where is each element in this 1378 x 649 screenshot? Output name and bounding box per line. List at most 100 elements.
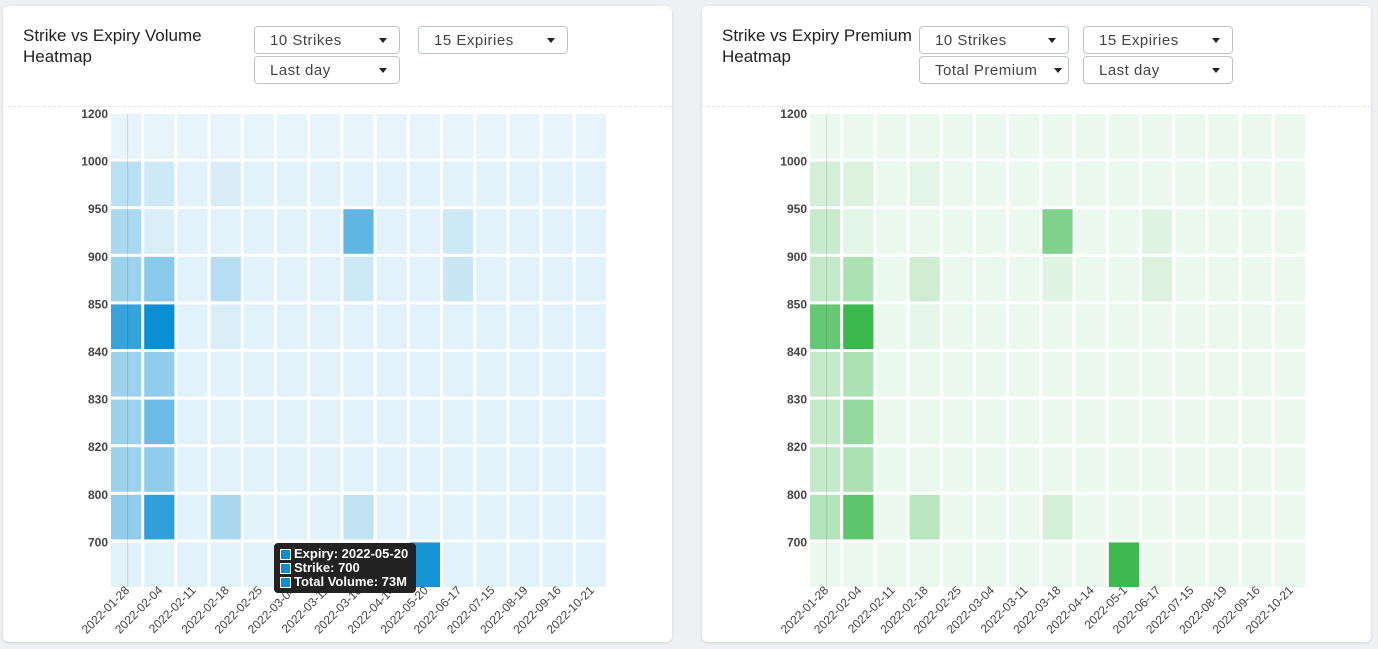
heatmap-cell[interactable] [843, 494, 874, 540]
heatmap-cell[interactable] [876, 494, 907, 540]
heatmap-cell[interactable] [1009, 542, 1040, 587]
heatmap-cell[interactable] [810, 256, 841, 302]
heatmap-cell[interactable] [343, 256, 374, 302]
heatmap-cell[interactable] [409, 256, 440, 302]
heatmap-cell[interactable] [810, 304, 841, 349]
heatmap-cell[interactable] [1274, 209, 1305, 254]
heatmap-cell[interactable] [1175, 256, 1206, 302]
heatmap-cell[interactable] [1142, 161, 1173, 207]
volume-expiries-dropdown[interactable]: 15 Expiries [418, 26, 568, 54]
heatmap-cell[interactable] [310, 399, 341, 445]
heatmap-cell[interactable] [1108, 399, 1139, 445]
heatmap-cell[interactable] [1241, 352, 1272, 397]
heatmap-cell[interactable] [1175, 399, 1206, 445]
heatmap-cell[interactable] [942, 352, 973, 397]
heatmap-cell[interactable] [575, 161, 606, 207]
heatmap-cell[interactable] [310, 161, 341, 207]
heatmap-cell[interactable] [443, 352, 474, 397]
heatmap-cell[interactable] [210, 494, 241, 540]
heatmap-cell[interactable] [1241, 542, 1272, 587]
heatmap-cell[interactable] [376, 209, 407, 254]
heatmap-cell[interactable] [1208, 161, 1239, 207]
heatmap-cell[interactable] [243, 161, 274, 207]
heatmap-cell[interactable] [1241, 399, 1272, 445]
heatmap-cell[interactable] [810, 447, 841, 492]
heatmap-cell[interactable] [144, 256, 175, 302]
heatmap-cell[interactable] [1108, 304, 1139, 349]
heatmap-cell[interactable] [942, 447, 973, 492]
heatmap-cell[interactable] [111, 352, 142, 397]
heatmap-cell[interactable] [1108, 542, 1139, 587]
heatmap-cell[interactable] [1208, 494, 1239, 540]
heatmap-cell[interactable] [976, 352, 1007, 397]
heatmap-cell[interactable] [409, 447, 440, 492]
heatmap-cell[interactable] [909, 494, 940, 540]
heatmap-cell[interactable] [876, 209, 907, 254]
heatmap-cell[interactable] [1175, 209, 1206, 254]
heatmap-cell[interactable] [1042, 447, 1073, 492]
heatmap-cell[interactable] [144, 304, 175, 349]
heatmap-cell[interactable] [843, 399, 874, 445]
heatmap-cell[interactable] [1075, 399, 1106, 445]
heatmap-cell[interactable] [277, 209, 308, 254]
heatmap-cell[interactable] [409, 209, 440, 254]
heatmap-cell[interactable] [542, 352, 573, 397]
heatmap-cell[interactable] [376, 114, 407, 159]
heatmap-cell[interactable] [542, 447, 573, 492]
heatmap-cell[interactable] [111, 161, 142, 207]
heatmap-cell[interactable] [1009, 209, 1040, 254]
heatmap-cell[interactable] [310, 352, 341, 397]
heatmap-cell[interactable] [1208, 352, 1239, 397]
heatmap-cell[interactable] [310, 304, 341, 349]
heatmap-cell[interactable] [575, 494, 606, 540]
heatmap-cell[interactable] [1208, 304, 1239, 349]
heatmap-cell[interactable] [409, 352, 440, 397]
heatmap-cell[interactable] [1175, 447, 1206, 492]
heatmap-cell[interactable] [976, 494, 1007, 540]
heatmap-cell[interactable] [343, 114, 374, 159]
heatmap-cell[interactable] [542, 114, 573, 159]
heatmap-cell[interactable] [876, 447, 907, 492]
heatmap-cell[interactable] [343, 352, 374, 397]
heatmap-cell[interactable] [111, 256, 142, 302]
heatmap-cell[interactable] [443, 304, 474, 349]
heatmap-cell[interactable] [111, 114, 142, 159]
heatmap-cell[interactable] [509, 542, 540, 587]
heatmap-cell[interactable] [443, 161, 474, 207]
heatmap-cell[interactable] [409, 114, 440, 159]
heatmap-cell[interactable] [575, 399, 606, 445]
heatmap-cell[interactable] [476, 352, 507, 397]
heatmap-cell[interactable] [1042, 161, 1073, 207]
premium-heatmap-chart[interactable]: 120010009509008508408308208007002022-01-… [702, 106, 1371, 642]
heatmap-cell[interactable] [443, 399, 474, 445]
heatmap-cell[interactable] [343, 304, 374, 349]
heatmap-cell[interactable] [909, 447, 940, 492]
premium-metric-dropdown[interactable]: Total Premium [919, 56, 1069, 84]
heatmap-cell[interactable] [1142, 352, 1173, 397]
heatmap-cell[interactable] [243, 352, 274, 397]
heatmap-cell[interactable] [542, 494, 573, 540]
heatmap-cell[interactable] [976, 304, 1007, 349]
heatmap-cell[interactable] [1108, 161, 1139, 207]
heatmap-cell[interactable] [976, 256, 1007, 302]
heatmap-cell[interactable] [1009, 114, 1040, 159]
heatmap-cell[interactable] [443, 114, 474, 159]
heatmap-cell[interactable] [376, 447, 407, 492]
heatmap-cell[interactable] [942, 161, 973, 207]
heatmap-cell[interactable] [843, 304, 874, 349]
heatmap-cell[interactable] [210, 161, 241, 207]
heatmap-cell[interactable] [942, 399, 973, 445]
heatmap-cell[interactable] [876, 304, 907, 349]
heatmap-cell[interactable] [243, 209, 274, 254]
heatmap-cell[interactable] [277, 352, 308, 397]
heatmap-cell[interactable] [1142, 209, 1173, 254]
heatmap-cell[interactable] [1075, 161, 1106, 207]
heatmap-cell[interactable] [509, 304, 540, 349]
heatmap-cell[interactable] [942, 304, 973, 349]
heatmap-cell[interactable] [210, 256, 241, 302]
heatmap-cell[interactable] [810, 352, 841, 397]
heatmap-cell[interactable] [1274, 542, 1305, 587]
premium-period-dropdown[interactable]: Last day [1083, 56, 1233, 84]
heatmap-cell[interactable] [810, 209, 841, 254]
heatmap-cell[interactable] [243, 114, 274, 159]
